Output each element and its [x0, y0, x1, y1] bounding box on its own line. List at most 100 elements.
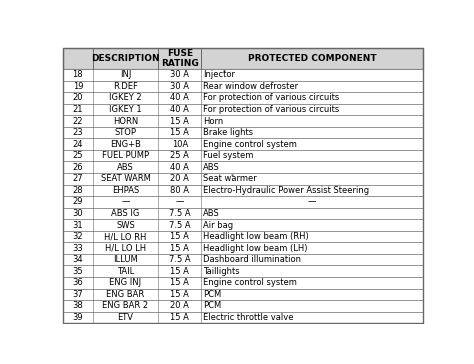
- Bar: [63, 312, 423, 323]
- Bar: [63, 231, 423, 242]
- Text: IGKEY 1: IGKEY 1: [109, 105, 142, 114]
- Text: 15 A: 15 A: [170, 290, 189, 299]
- Text: PCM: PCM: [203, 301, 222, 310]
- Text: HORN: HORN: [113, 116, 138, 126]
- Bar: [63, 208, 423, 219]
- Text: 23: 23: [73, 128, 83, 137]
- Text: H/L LO RH: H/L LO RH: [104, 232, 146, 241]
- Text: Engine control system: Engine control system: [203, 140, 297, 149]
- Text: STOP: STOP: [115, 128, 137, 137]
- Text: TAIL: TAIL: [117, 267, 134, 276]
- Text: PCM: PCM: [203, 290, 222, 299]
- Text: 20 A: 20 A: [170, 174, 189, 183]
- Text: H/L LO LH: H/L LO LH: [105, 244, 146, 253]
- Text: 34: 34: [73, 255, 83, 264]
- Text: 7.5 A: 7.5 A: [169, 221, 191, 230]
- Text: 18: 18: [73, 70, 83, 79]
- Text: 7.5 A: 7.5 A: [169, 209, 191, 218]
- Text: 15 A: 15 A: [170, 278, 189, 287]
- Text: DESCRIPTION: DESCRIPTION: [91, 54, 160, 63]
- Text: 15 A: 15 A: [170, 232, 189, 241]
- Text: 15 A: 15 A: [170, 128, 189, 137]
- Bar: [63, 265, 423, 277]
- Text: 29: 29: [73, 197, 83, 206]
- Text: Headlight low beam (RH): Headlight low beam (RH): [203, 232, 309, 241]
- Text: 31: 31: [73, 221, 83, 230]
- Text: 40 A: 40 A: [170, 105, 189, 114]
- Text: 37: 37: [73, 290, 83, 299]
- Text: ETV: ETV: [118, 313, 134, 322]
- Text: IGKEY 2: IGKEY 2: [109, 94, 142, 102]
- Bar: [63, 300, 423, 312]
- Text: *: *: [223, 70, 227, 75]
- Text: 80 A: 80 A: [170, 186, 189, 195]
- Text: Seat warmer: Seat warmer: [203, 174, 257, 183]
- Text: 26: 26: [73, 163, 83, 172]
- Text: 21: 21: [73, 105, 83, 114]
- Text: 30 A: 30 A: [170, 70, 189, 79]
- Text: Horn: Horn: [203, 116, 224, 126]
- Text: SWS: SWS: [116, 221, 135, 230]
- Text: EHPAS: EHPAS: [112, 186, 139, 195]
- Text: Engine control system: Engine control system: [203, 278, 297, 287]
- Text: 20: 20: [73, 94, 83, 102]
- Bar: [63, 92, 423, 104]
- Text: —: —: [121, 197, 130, 206]
- Text: 20 A: 20 A: [170, 301, 189, 310]
- Text: For protection of various circuits: For protection of various circuits: [203, 94, 340, 102]
- Text: —: —: [308, 197, 316, 206]
- Text: 19: 19: [73, 82, 83, 91]
- Text: ABS IG: ABS IG: [111, 209, 140, 218]
- Text: 25: 25: [73, 151, 83, 160]
- Text: 10A: 10A: [172, 140, 188, 149]
- Text: ENG INJ: ENG INJ: [109, 278, 142, 287]
- Text: 28: 28: [73, 186, 83, 195]
- Bar: [63, 196, 423, 208]
- Text: For protection of various circuits: For protection of various circuits: [203, 105, 340, 114]
- Text: 15 A: 15 A: [170, 267, 189, 276]
- Text: 15 A: 15 A: [170, 116, 189, 126]
- Text: 22: 22: [73, 116, 83, 126]
- Text: Injector: Injector: [203, 70, 236, 79]
- Text: Electric throttle valve: Electric throttle valve: [203, 313, 294, 322]
- Text: 25 A: 25 A: [170, 151, 189, 160]
- Bar: [63, 127, 423, 138]
- Bar: [63, 185, 423, 196]
- Text: 40 A: 40 A: [170, 163, 189, 172]
- Bar: [63, 173, 423, 185]
- Text: SEAT WARM: SEAT WARM: [100, 174, 150, 183]
- Bar: [63, 104, 423, 115]
- Text: ENG BAR 2: ENG BAR 2: [102, 301, 148, 310]
- Text: 38: 38: [73, 301, 83, 310]
- Text: Brake lights: Brake lights: [203, 128, 254, 137]
- Bar: [63, 289, 423, 300]
- Text: PROTECTED COMPONENT: PROTECTED COMPONENT: [247, 54, 376, 63]
- Text: FUEL PUMP: FUEL PUMP: [102, 151, 149, 160]
- Text: ABS: ABS: [203, 209, 220, 218]
- Text: Air bag: Air bag: [203, 221, 234, 230]
- Text: 30 A: 30 A: [170, 82, 189, 91]
- Text: 40 A: 40 A: [170, 94, 189, 102]
- Text: ABS: ABS: [117, 163, 134, 172]
- Text: Headlight low beam (LH): Headlight low beam (LH): [203, 244, 308, 253]
- Bar: [63, 277, 423, 289]
- Text: —: —: [175, 197, 184, 206]
- Text: ABS: ABS: [203, 163, 220, 172]
- Text: 24: 24: [73, 140, 83, 149]
- Bar: [63, 48, 423, 69]
- Text: ILLUM: ILLUM: [113, 255, 138, 264]
- Text: 27: 27: [73, 174, 83, 183]
- Text: ENG BAR: ENG BAR: [106, 290, 145, 299]
- Bar: [63, 254, 423, 265]
- Text: Rear window defroster: Rear window defroster: [203, 82, 299, 91]
- Text: 35: 35: [73, 267, 83, 276]
- Text: 33: 33: [73, 244, 83, 253]
- Text: R.DEF: R.DEF: [113, 82, 138, 91]
- Text: INJ: INJ: [120, 70, 131, 79]
- Text: 15 A: 15 A: [170, 244, 189, 253]
- Text: 30: 30: [73, 209, 83, 218]
- Text: 7.5 A: 7.5 A: [169, 255, 191, 264]
- Text: 39: 39: [73, 313, 83, 322]
- Bar: [63, 242, 423, 254]
- Text: Taillights: Taillights: [203, 267, 240, 276]
